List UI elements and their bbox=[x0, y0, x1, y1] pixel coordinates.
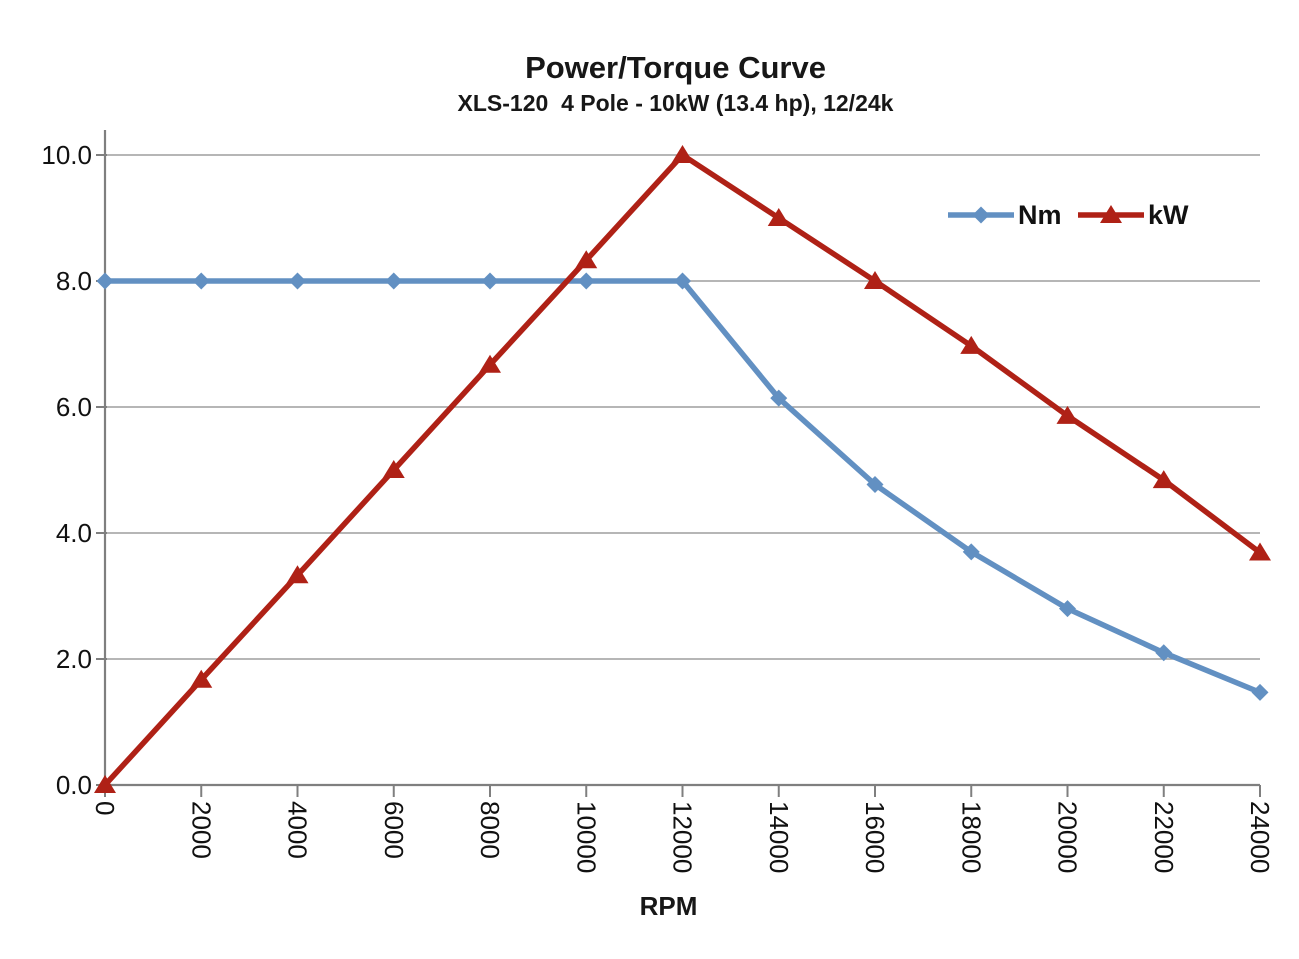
legend-label-Nm: Nm bbox=[1018, 200, 1062, 230]
x-tick-label: 10000 bbox=[571, 801, 601, 873]
series-marker-Nm bbox=[962, 543, 980, 561]
series-marker-kW bbox=[767, 208, 790, 226]
series-marker-Nm bbox=[385, 272, 403, 290]
x-tick-label: 20000 bbox=[1053, 801, 1083, 873]
y-tick-label: 0.0 bbox=[56, 770, 92, 800]
series-Nm bbox=[96, 272, 1269, 701]
y-tick-label: 6.0 bbox=[56, 392, 92, 422]
y-tick-label: 4.0 bbox=[56, 518, 92, 548]
series-marker-kW bbox=[1056, 405, 1079, 424]
chart-title: Power/Torque Curve bbox=[525, 50, 826, 85]
y-tick-label: 2.0 bbox=[56, 644, 92, 674]
series-marker-Nm bbox=[674, 272, 691, 290]
y-tick-label: 10.0 bbox=[41, 140, 92, 170]
series-marker-kW bbox=[575, 250, 598, 269]
series-marker-kW bbox=[382, 460, 405, 478]
series-marker-kW bbox=[1152, 470, 1175, 489]
series-marker-Nm bbox=[192, 272, 210, 290]
legend-swatch-marker-Nm bbox=[972, 206, 990, 224]
series-marker-Nm bbox=[96, 272, 114, 290]
y-tick-label: 8.0 bbox=[56, 266, 92, 296]
series-marker-kW bbox=[1249, 542, 1271, 561]
x-tick-label: 8000 bbox=[475, 801, 505, 859]
x-tick-label: 18000 bbox=[956, 801, 986, 873]
legend-swatch-marker-kW bbox=[1100, 205, 1122, 223]
series-marker-Nm bbox=[1251, 683, 1269, 701]
series-marker-Nm bbox=[577, 272, 595, 290]
legend-label-kW: kW bbox=[1148, 200, 1189, 230]
x-tick-label: 4000 bbox=[283, 801, 313, 859]
series-kW bbox=[94, 145, 1271, 793]
legend-entry-kW: kW bbox=[1078, 200, 1189, 230]
x-tick-label: 14000 bbox=[764, 801, 794, 873]
x-tick-label: 22000 bbox=[1149, 801, 1179, 873]
series-marker-kW bbox=[671, 145, 694, 163]
series-marker-Nm bbox=[1155, 644, 1173, 662]
x-tick-label: 24000 bbox=[1245, 801, 1275, 873]
series-marker-kW bbox=[94, 775, 116, 793]
series-marker-Nm bbox=[1059, 600, 1076, 618]
x-tick-label: 0 bbox=[90, 801, 120, 815]
series-marker-Nm bbox=[289, 272, 306, 290]
x-tick-label: 6000 bbox=[379, 801, 409, 859]
series-marker-kW bbox=[286, 565, 309, 584]
series-marker-kW bbox=[190, 669, 213, 688]
x-tick-label: 16000 bbox=[860, 801, 890, 873]
legend-entry-Nm: Nm bbox=[948, 200, 1062, 230]
series-line-Nm bbox=[105, 278, 1262, 695]
series-line-kW bbox=[102, 152, 1262, 787]
x-tick-label: 2000 bbox=[186, 801, 216, 859]
series-marker-Nm bbox=[770, 389, 788, 407]
series-marker-kW bbox=[479, 354, 501, 373]
legend: Nm kW bbox=[948, 200, 1189, 230]
x-tick-label: 12000 bbox=[668, 801, 698, 873]
x-axis-title: RPM bbox=[639, 891, 698, 921]
series-marker-kW bbox=[960, 335, 983, 354]
chart-subtitle: XLS-120 4 Pole - 10kW (13.4 hp), 12/24k bbox=[457, 90, 894, 116]
series-marker-Nm bbox=[866, 475, 884, 493]
series-marker-Nm bbox=[481, 272, 499, 290]
series-marker-kW bbox=[864, 271, 886, 289]
